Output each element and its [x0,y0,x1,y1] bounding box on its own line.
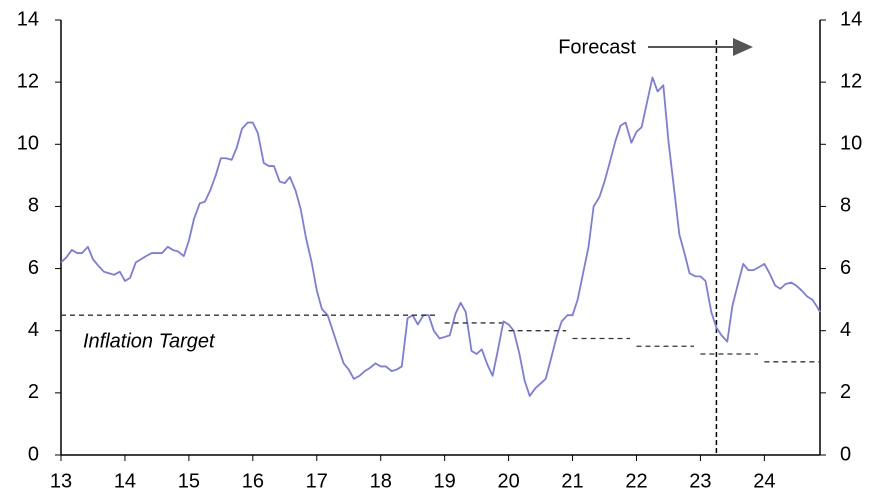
y2-tick-label: 6 [840,257,851,279]
x-tick-label: 16 [242,470,264,492]
x-tick-label: 17 [306,470,328,492]
y-tick-label: 4 [28,319,39,341]
forecast-arrowhead [733,38,753,56]
y-tick-label: 14 [17,8,39,30]
y-tick-label: 8 [28,195,39,217]
x-tick-label: 20 [497,470,519,492]
y2-tick-label: 8 [840,195,851,217]
x-tick-label: 18 [370,470,392,492]
target-line [61,314,820,363]
y2-tick-label: 4 [840,319,851,341]
y2-tick-label: 2 [840,381,851,403]
y-tick-label: 12 [17,70,39,92]
y2-tick-label: 0 [840,443,851,465]
x-tick-label: 19 [434,470,456,492]
x-tick-label: 24 [753,470,775,492]
y-tick-label: 2 [28,381,39,403]
y2-tick-label: 12 [840,70,862,92]
y2-tick-label: 10 [840,133,862,155]
forecast-label: Forecast [558,36,636,58]
y-tick-label: 0 [28,443,39,465]
x-tick-label: 23 [689,470,711,492]
data-line [60,76,821,397]
x-tick-label: 15 [178,470,200,492]
x-tick-label: 13 [50,470,72,492]
x-tick-label: 22 [625,470,647,492]
target-label: Inflation Target [83,330,216,352]
x-tick-label: 21 [561,470,583,492]
y2-tick-label: 14 [840,8,862,30]
y-tick-label: 10 [17,133,39,155]
y-tick-label: 6 [28,257,39,279]
x-tick-label: 14 [114,470,136,492]
